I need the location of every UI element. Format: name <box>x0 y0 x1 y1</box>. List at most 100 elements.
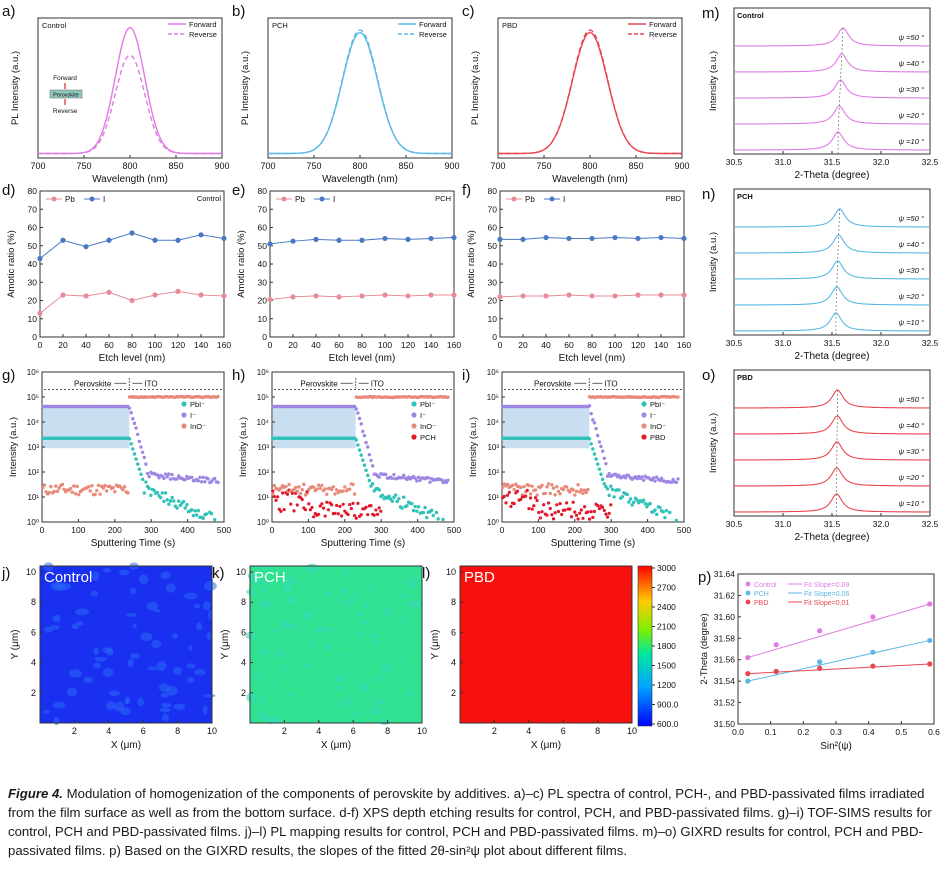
iminus-point <box>596 433 600 438</box>
y-tick-label: 30 <box>28 277 38 287</box>
legend-label: PBD <box>650 433 666 442</box>
y-tick-label: 10⁴ <box>257 418 270 427</box>
figure-caption: Figure 4. Modulation of homogenization o… <box>8 784 938 860</box>
ino-point <box>113 490 117 494</box>
y-tick-label: 2 <box>31 688 36 698</box>
panel-tag: PBD <box>737 373 753 382</box>
iminus-point <box>587 404 592 408</box>
iminus-point <box>137 439 142 444</box>
additive-point <box>589 510 593 514</box>
additive-point <box>506 493 510 497</box>
iminus-point <box>203 480 207 484</box>
x-tick-label: 0 <box>268 340 273 350</box>
map-spot <box>202 694 216 698</box>
pbi-point <box>643 501 647 506</box>
ino-point <box>540 483 544 488</box>
y-axis-label: Y (μm) <box>10 629 21 659</box>
data-point <box>870 663 876 669</box>
iminus-point <box>600 449 605 453</box>
colorbar-label: 2400 <box>657 602 676 612</box>
additive-point <box>601 505 605 510</box>
map-spot <box>282 622 297 629</box>
i-point <box>60 237 66 243</box>
pbi-point <box>441 517 445 522</box>
iminus-point <box>384 472 388 477</box>
additive-point <box>341 502 345 506</box>
iminus-point <box>136 432 140 437</box>
map-spot <box>161 702 172 708</box>
y-tick-label: 70 <box>488 204 498 214</box>
panel-j: j) Control 2 4 6 8 10 2 4 6 8 10 X (μm) Y (μm) <box>1 562 217 751</box>
iminus-point <box>131 417 135 421</box>
y-axis-label: Intensity (a.u.) <box>8 417 19 477</box>
i-point <box>129 230 135 236</box>
ino-point <box>579 488 584 492</box>
legend-marker <box>181 423 187 429</box>
forward-curve <box>268 31 452 155</box>
map-tag: PCH <box>254 569 286 586</box>
legend-label: I <box>563 195 565 204</box>
ino-point <box>556 489 561 493</box>
ino-point <box>527 483 531 488</box>
diffraction-curve <box>734 467 930 487</box>
y-tick-label: 50 <box>28 241 38 251</box>
map-spot <box>188 645 193 651</box>
map-spot <box>372 676 384 682</box>
y-axis-label: Intensity (a.u.) <box>468 417 479 477</box>
y-tick-label: 10 <box>236 567 246 577</box>
panel-tag: PCH <box>737 192 753 201</box>
pbi-point <box>610 487 615 492</box>
panel-label: k) <box>212 565 225 582</box>
map-spot <box>137 697 144 707</box>
y-tick-label: 8 <box>241 597 246 607</box>
x-tick-label: 100 <box>378 340 392 350</box>
panel-label: i) <box>462 367 470 384</box>
pbi-point <box>144 480 148 484</box>
region-label: ITO <box>371 379 384 388</box>
map-spot <box>91 571 100 581</box>
y-tick-label: 4 <box>451 658 456 668</box>
iminus-point <box>162 476 166 481</box>
axes-frame <box>733 188 931 336</box>
x-tick-label: 4 <box>526 726 531 736</box>
additive-point <box>532 504 536 508</box>
additive-point <box>550 513 554 517</box>
y-tick-label: 0 <box>492 332 497 342</box>
y-tick-label: 6 <box>31 627 36 637</box>
pbi-point <box>377 488 381 492</box>
map-spot <box>160 571 171 580</box>
forward-curve <box>498 31 682 155</box>
ino-point <box>505 482 510 487</box>
diffraction-curve <box>734 260 930 280</box>
panel-a: a) Control 700 750 800 850 900 Wavelength (nm) P… <box>2 3 230 185</box>
map-spot <box>165 583 176 593</box>
pbi-point <box>395 499 399 504</box>
pbi-point <box>661 510 665 514</box>
map-spot <box>83 676 94 684</box>
x-tick-label: 30.5 <box>726 157 743 167</box>
additive-point <box>308 508 313 512</box>
iminus-point <box>605 474 610 478</box>
pb-point <box>520 293 526 299</box>
iminus-point <box>170 472 174 477</box>
map-spot <box>307 637 313 647</box>
map-spot <box>196 622 203 631</box>
pbi-point <box>436 517 440 521</box>
legend-marker <box>411 423 417 429</box>
additive-point <box>578 511 582 515</box>
ino-point <box>101 486 106 490</box>
y-tick-label: 10⁴ <box>487 418 500 427</box>
ino-point <box>311 485 316 489</box>
ino-point <box>287 482 291 487</box>
y-tick-label: 50 <box>258 241 268 251</box>
additive-point <box>285 492 290 496</box>
x-tick-label: 850 <box>398 161 413 171</box>
curve-label: ψ =40 ° <box>899 240 924 249</box>
inset-film <box>49 89 83 99</box>
ino-point <box>555 485 559 489</box>
pbi-point <box>142 491 146 495</box>
iminus-point <box>641 478 646 482</box>
legend-label: Forward <box>649 20 677 29</box>
y-tick-label: 10⁶ <box>257 368 269 377</box>
x-tick-label: 2 <box>282 726 287 736</box>
